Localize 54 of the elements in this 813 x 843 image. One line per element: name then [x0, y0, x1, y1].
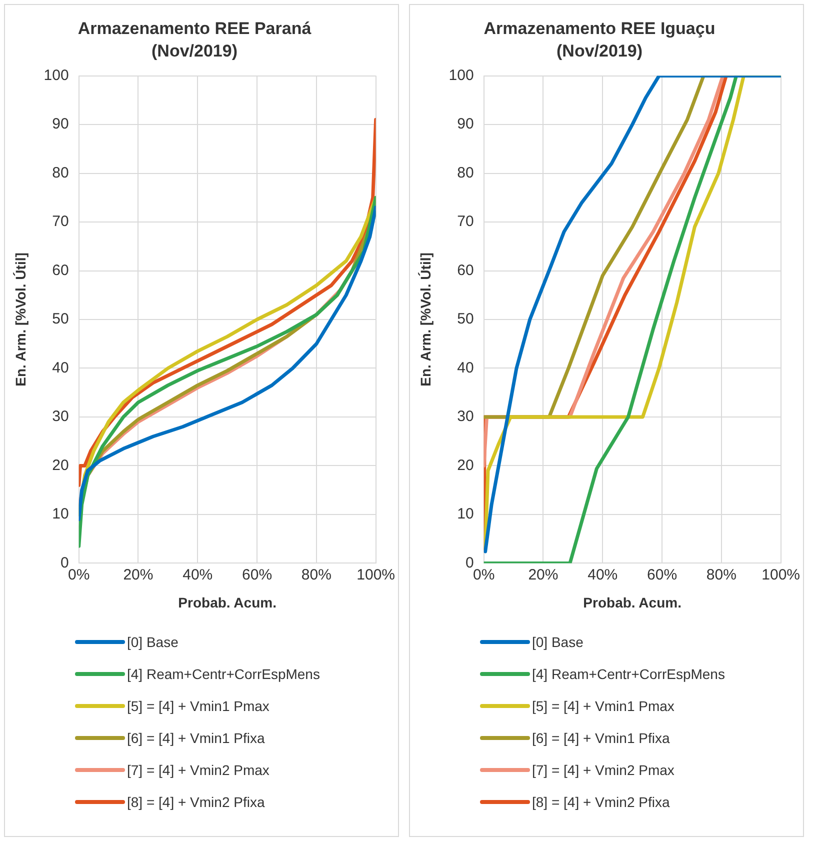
legend-label: [5] = [4] + Vmin1 Pmax	[532, 698, 674, 714]
y-tick-label: 0	[465, 554, 474, 572]
x-tick-label: 60%	[242, 566, 272, 584]
legend-label: [4] Ream+Centr+CorrEspMens	[127, 666, 320, 682]
x-tick-label: 80%	[706, 566, 736, 584]
y-axis-title: En. Arm. [%Vol. Útil]	[12, 252, 28, 386]
y-tick-label: 40	[457, 359, 474, 376]
chart-subtitle: (Nov/2019)	[556, 41, 642, 60]
x-tick-label: 60%	[647, 566, 678, 584]
y-tick-label: 10	[52, 506, 69, 523]
x-tick-label: 20%	[123, 566, 154, 584]
legend-label: [7] = [4] + Vmin2 Pmax	[127, 762, 270, 778]
chart-title: Armazenamento REE Paraná	[78, 18, 312, 38]
y-tick-label: 50	[457, 310, 474, 328]
y-tick-label: 90	[457, 116, 474, 133]
legend-label: [8] = [4] + Vmin2 Pfixa	[127, 794, 265, 810]
y-tick-label: 100	[448, 66, 474, 84]
y-tick-label: 70	[457, 213, 474, 230]
legend-label: [4] Ream+Centr+CorrEspMens	[532, 666, 725, 682]
legend-label: [8] = [4] + Vmin2 Pfixa	[532, 794, 670, 810]
x-tick-label: 20%	[528, 566, 558, 584]
y-tick-label: 40	[52, 359, 69, 376]
y-tick-label: 0	[60, 554, 69, 572]
x-tick-label: 40%	[588, 566, 618, 584]
y-tick-label: 60	[52, 262, 69, 279]
x-tick-label: 0%	[472, 566, 495, 584]
y-tick-label: 80	[52, 164, 69, 182]
y-tick-label: 50	[52, 310, 69, 328]
legend-label: [7] = [4] + Vmin2 Pmax	[532, 762, 674, 778]
y-tick-label: 20	[457, 456, 474, 474]
x-tick-label: 100%	[356, 566, 396, 584]
x-tick-label: 100%	[762, 566, 800, 584]
y-tick-label: 30	[52, 408, 69, 426]
legend-label: [0] Base	[127, 634, 178, 650]
chart-subtitle: (Nov/2019)	[152, 41, 238, 60]
y-tick-label: 10	[457, 506, 474, 523]
y-tick-label: 20	[52, 456, 69, 474]
y-tick-label: 90	[52, 116, 69, 133]
y-tick-label: 30	[457, 408, 474, 426]
x-axis-title: Probab. Acum.	[583, 594, 682, 610]
legend-label: [6] = [4] + Vmin1 Pfixa	[127, 730, 265, 746]
y-tick-label: 80	[457, 164, 474, 182]
x-tick-label: 80%	[301, 566, 332, 584]
x-tick-label: 0%	[68, 566, 90, 584]
legend-label: [5] = [4] + Vmin1 Pmax	[127, 698, 270, 714]
legend-label: [0] Base	[532, 634, 584, 650]
y-tick-label: 100	[44, 66, 69, 84]
y-tick-label: 70	[52, 213, 69, 230]
x-tick-label: 40%	[182, 566, 213, 584]
legend-label: [6] = [4] + Vmin1 Pfixa	[532, 730, 670, 746]
y-axis-title: En. Arm. [%Vol. Útil]	[417, 252, 434, 386]
x-axis-title: Probab. Acum.	[178, 594, 276, 610]
chart-title: Armazenamento REE Iguaçu	[484, 18, 716, 38]
y-tick-label: 60	[457, 262, 474, 279]
